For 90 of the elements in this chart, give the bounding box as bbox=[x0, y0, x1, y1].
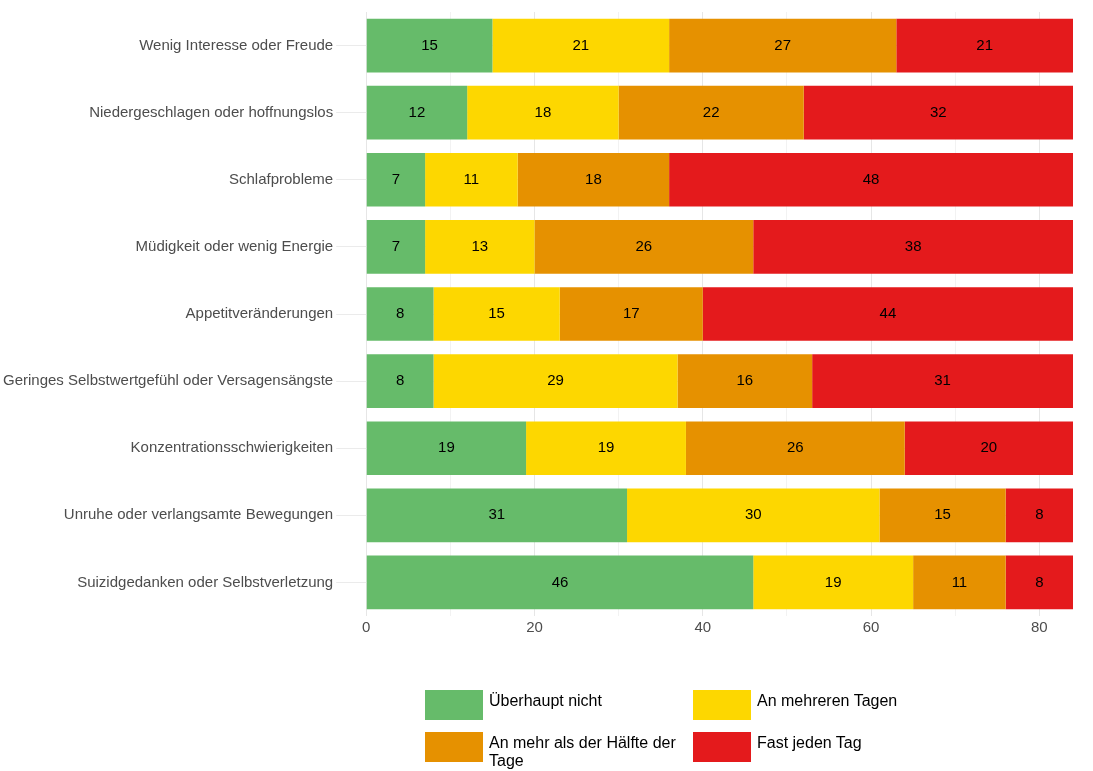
data-label: 30 bbox=[744, 505, 762, 523]
data-label: 19 bbox=[824, 572, 842, 590]
x-tick-label: 60 bbox=[862, 618, 880, 636]
y-tick-label: Konzentrationsschwierigkeiten bbox=[130, 438, 334, 456]
data-label: 13 bbox=[471, 237, 489, 255]
data-label: 18 bbox=[534, 102, 552, 120]
data-label: 31 bbox=[488, 505, 506, 523]
bar bbox=[1005, 488, 1073, 543]
data-label: 19 bbox=[438, 438, 455, 456]
data-label: 17 bbox=[622, 304, 640, 322]
data-label: 7 bbox=[391, 237, 401, 255]
data-label: 16 bbox=[736, 371, 754, 389]
bar bbox=[753, 555, 914, 610]
data-label: 8 bbox=[1035, 505, 1044, 523]
bar bbox=[366, 85, 468, 140]
x-tick-label: 20 bbox=[526, 618, 543, 636]
bar bbox=[366, 354, 434, 408]
bar bbox=[753, 220, 1073, 274]
data-label: 27 bbox=[774, 35, 792, 53]
bar bbox=[366, 555, 754, 610]
data-label: 15 bbox=[934, 505, 951, 523]
data-label: 19 bbox=[597, 438, 615, 456]
bar bbox=[366, 220, 426, 274]
bar bbox=[879, 488, 1006, 543]
bar bbox=[702, 287, 1073, 341]
y-tick-label: Suizidgedanken oder Selbstverletzung bbox=[77, 572, 334, 590]
y-tick-label: Geringes Selbstwertgefühl oder Versagensängste bbox=[2, 371, 334, 389]
bar bbox=[366, 488, 628, 543]
x-tick-label: 40 bbox=[694, 618, 712, 636]
legend-label: An mehr als der Hälfte der Tage bbox=[489, 733, 677, 770]
data-label: 32 bbox=[930, 102, 947, 120]
data-label: 21 bbox=[976, 35, 993, 53]
bar bbox=[425, 220, 535, 274]
y-tick-label: Wenig Interesse oder Freude bbox=[139, 35, 334, 53]
y-tick-label: Appetitveränderungen bbox=[185, 304, 334, 322]
bar bbox=[669, 18, 897, 73]
y-tick-label: Müdigkeit oder wenig Energie bbox=[135, 237, 334, 255]
bar bbox=[433, 354, 678, 408]
bar bbox=[913, 555, 1006, 610]
data-label: 21 bbox=[572, 35, 590, 53]
legend-label: Überhaupt nicht bbox=[489, 691, 603, 710]
data-label: 31 bbox=[934, 371, 951, 389]
x-tick-label: 80 bbox=[1031, 618, 1048, 636]
data-label: 8 bbox=[395, 304, 405, 322]
bar bbox=[1005, 555, 1073, 610]
data-label: 26 bbox=[635, 237, 653, 255]
data-label: 46 bbox=[551, 572, 569, 590]
bar bbox=[812, 354, 1073, 408]
bar bbox=[904, 421, 1073, 476]
data-label: 15 bbox=[421, 35, 438, 53]
data-label: 8 bbox=[395, 371, 405, 389]
bar bbox=[366, 287, 434, 341]
bar bbox=[526, 421, 686, 476]
data-label: 22 bbox=[702, 102, 720, 120]
bar bbox=[433, 287, 560, 341]
bar bbox=[534, 220, 754, 274]
data-label: 12 bbox=[408, 102, 426, 120]
bar bbox=[366, 421, 527, 476]
bar bbox=[517, 152, 670, 207]
x-tick-label: 0 bbox=[362, 618, 371, 636]
bar bbox=[559, 287, 703, 341]
y-tick-label: Niedergeschlagen oder hoffnungslos bbox=[89, 102, 334, 120]
data-label: 20 bbox=[980, 438, 998, 456]
bar bbox=[618, 85, 804, 140]
data-label: 11 bbox=[951, 572, 968, 590]
bar bbox=[366, 18, 493, 73]
data-label: 8 bbox=[1035, 572, 1044, 590]
bar bbox=[685, 421, 905, 476]
data-label: 38 bbox=[904, 237, 922, 255]
data-label: 48 bbox=[862, 169, 880, 187]
bar bbox=[366, 152, 426, 207]
bar bbox=[627, 488, 880, 543]
bar bbox=[669, 152, 1073, 207]
data-label: 15 bbox=[488, 304, 505, 322]
bar bbox=[896, 18, 1073, 73]
data-label: 18 bbox=[585, 169, 602, 187]
data-label: 44 bbox=[879, 304, 897, 322]
bar bbox=[677, 354, 813, 408]
data-label: 11 bbox=[463, 169, 480, 187]
data-label: 7 bbox=[391, 169, 401, 187]
data-label: 29 bbox=[547, 371, 564, 389]
bar bbox=[467, 85, 619, 140]
legend-label: An mehreren Tagen bbox=[757, 691, 899, 710]
bar bbox=[492, 18, 670, 73]
bar bbox=[803, 85, 1073, 140]
legend-label: Fast jeden Tag bbox=[757, 733, 863, 752]
y-tick-label: Schlafprobleme bbox=[228, 169, 334, 187]
data-label: 26 bbox=[786, 438, 804, 456]
bar bbox=[425, 152, 518, 207]
y-tick-label: Unruhe oder verlangsamte Bewegungen bbox=[63, 505, 334, 523]
